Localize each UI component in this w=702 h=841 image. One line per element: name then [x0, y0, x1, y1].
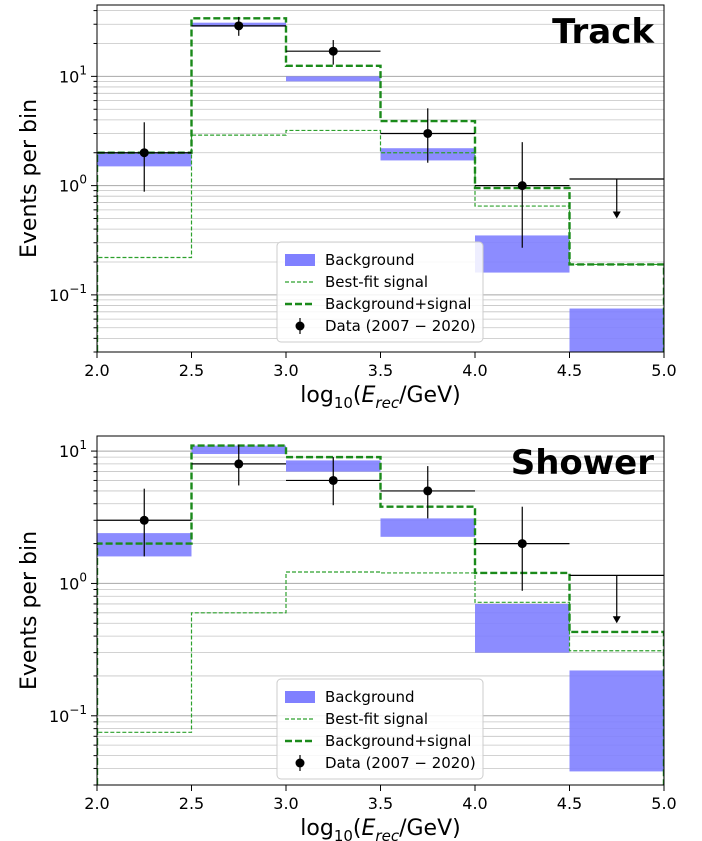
- x-tick-label: 3.5: [368, 361, 393, 380]
- x-tick-label: 3.0: [273, 361, 298, 380]
- background-bar: [569, 670, 664, 772]
- legend-label: Best-fit signal: [325, 710, 428, 728]
- data-point: [234, 21, 244, 31]
- y-tick-label: 100: [59, 173, 87, 196]
- background-plus-signal-line: [97, 17, 664, 352]
- x-tick-label: 4.0: [462, 794, 487, 813]
- legend-label: Data (2007 − 2020): [325, 317, 476, 335]
- background-bar: [475, 603, 570, 653]
- x-tick-label: 5.0: [651, 361, 676, 380]
- legend: Background Best-fit signal Background+sign…: [276, 241, 484, 343]
- y-tick-label: 10−1: [49, 282, 87, 305]
- x-tick-label: 2.0: [84, 361, 109, 380]
- data-point: [517, 539, 527, 549]
- data-point: [139, 515, 149, 525]
- x-tick-label: 4.5: [557, 361, 582, 380]
- x-tick-label: 2.5: [179, 794, 204, 813]
- x-tick-label: 5.0: [651, 794, 676, 813]
- x-tick-label: 4.5: [557, 794, 582, 813]
- y-tick-label: 101: [59, 438, 87, 461]
- y-axis-label: Events per bin: [17, 99, 42, 258]
- y-tick-label: 101: [59, 63, 87, 86]
- data-point: [328, 46, 338, 56]
- background-plus-signal-line: [97, 444, 664, 785]
- upper-limit-arrow: [612, 616, 621, 624]
- x-axis-label: log10(Erec/GeV): [300, 816, 460, 841]
- chart-panel-track: 2.0 2.5 3.0 3.5 4.0 4.5 5.0 10−1 100 101 Events pe…: [17, 4, 677, 412]
- legend-label: Background+signal: [325, 295, 471, 313]
- plot-area: [97, 444, 664, 785]
- legend-swatch-data-point: [295, 758, 305, 768]
- x-tick-label: 2.0: [84, 794, 109, 813]
- panel-title: Track: [552, 12, 655, 52]
- x-tick-label: 4.0: [462, 361, 487, 380]
- legend-box: [276, 241, 484, 343]
- data-point: [234, 459, 244, 469]
- background-bar: [380, 518, 475, 537]
- panel-title: Shower: [511, 443, 655, 483]
- background-bar: [286, 76, 381, 82]
- y-tick-label: 10−1: [49, 703, 87, 726]
- legend-label: Background: [325, 688, 415, 706]
- data-point: [517, 181, 527, 191]
- data-point: [423, 486, 433, 496]
- legend-swatch-background: [285, 691, 315, 703]
- upper-limit-arrow: [612, 211, 621, 219]
- x-tick-label: 3.0: [273, 794, 298, 813]
- x-axis-label: log10(Erec/GeV): [300, 383, 460, 412]
- legend-label: Background: [325, 251, 415, 269]
- best-fit-signal-line: [97, 571, 664, 785]
- legend-swatch-data-point: [295, 321, 305, 331]
- plot-area: [97, 10, 664, 352]
- x-tick-label: 3.5: [368, 794, 393, 813]
- chart-panel-shower: 2.0 2.5 3.0 3.5 4.0 4.5 5.0 10−1 100 101 Events pe…: [17, 435, 677, 841]
- legend: Background Best-fit signal Background+sign…: [276, 678, 484, 780]
- data-point: [139, 148, 149, 158]
- legend-label: Background+signal: [325, 732, 471, 750]
- legend-box: [276, 678, 484, 780]
- x-tick-label: 2.5: [179, 361, 204, 380]
- data-point: [423, 128, 433, 138]
- y-axis-label: Events per bin: [17, 531, 42, 690]
- legend-swatch-background: [285, 254, 315, 266]
- background-bar: [569, 308, 664, 352]
- legend-label: Data (2007 − 2020): [325, 754, 476, 772]
- y-tick-label: 100: [59, 570, 87, 593]
- data-point: [328, 475, 338, 485]
- legend-label: Best-fit signal: [325, 273, 428, 291]
